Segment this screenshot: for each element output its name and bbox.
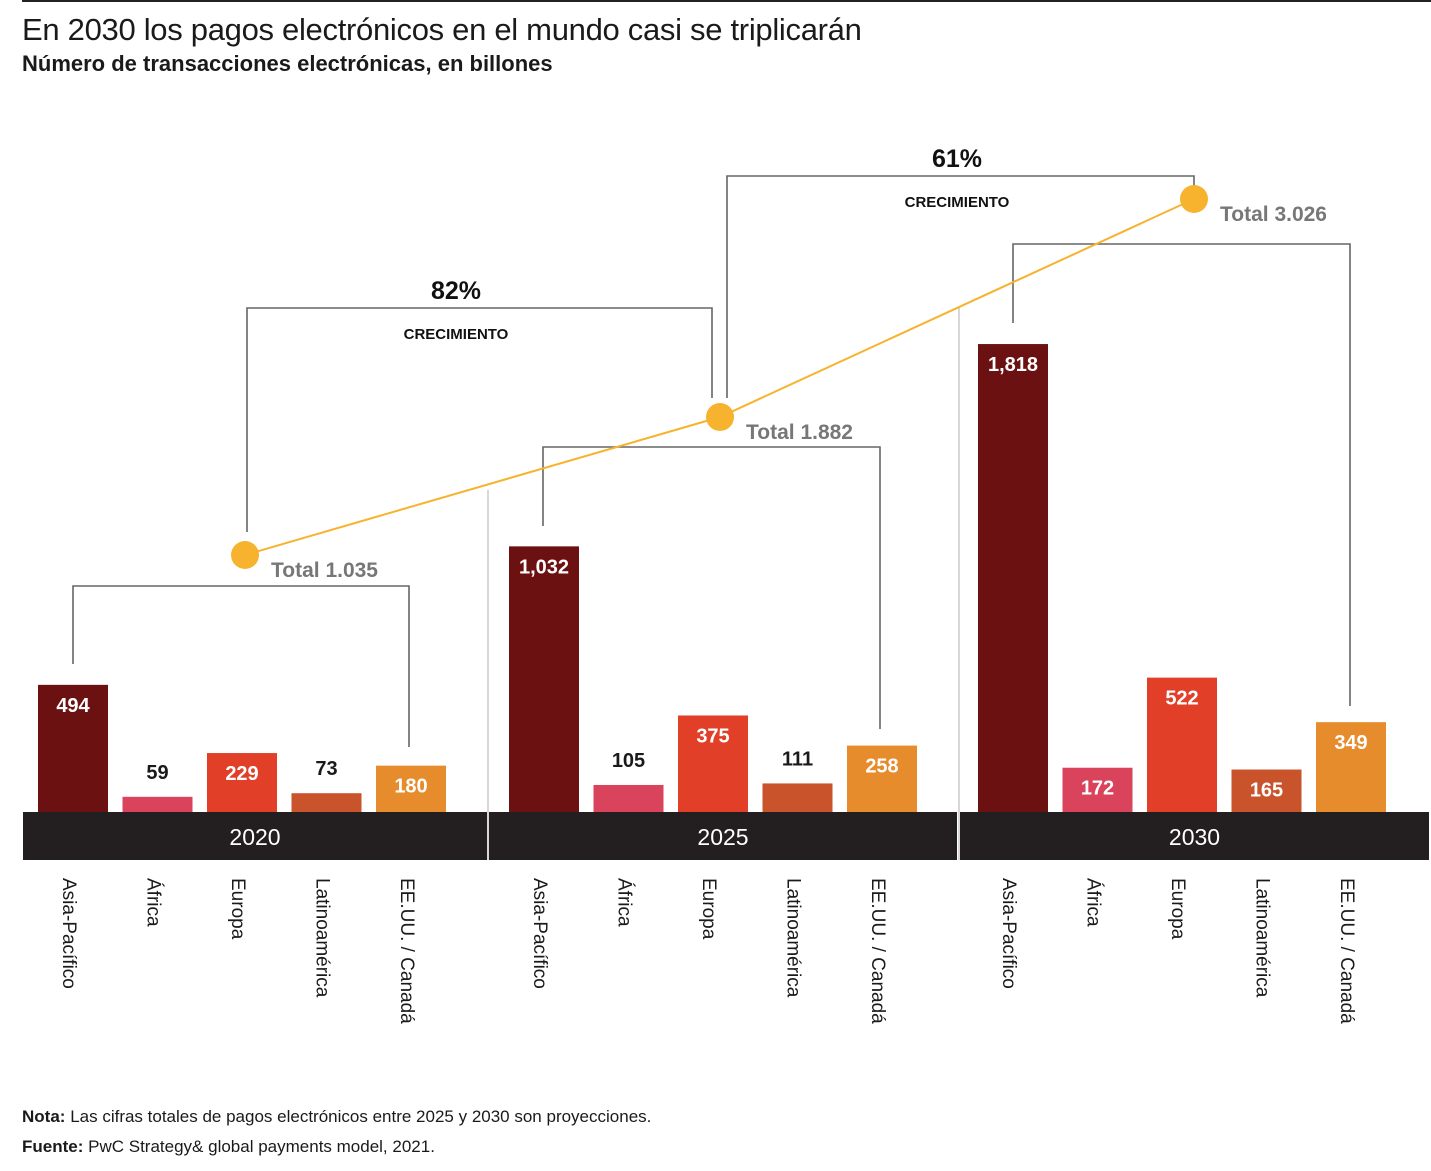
growth-bracket: [726, 175, 1195, 398]
category-label: Latinoamérica: [783, 878, 804, 998]
note-label: Nota:: [22, 1107, 66, 1126]
bar-value-label: 1,032: [519, 556, 569, 578]
source: Fuente: PwC Strategy& global payments mo…: [22, 1137, 435, 1157]
bar-value-label: 165: [1250, 780, 1283, 802]
year-band: [960, 812, 1429, 860]
category-label: Latinoamérica: [1252, 878, 1273, 998]
category-label: Asia-Pacífico: [529, 878, 550, 989]
source-text: PwC Strategy& global payments model, 202…: [88, 1137, 435, 1156]
bar-Asia-Pacífico: [509, 546, 579, 812]
category-label: EE.UU. / Canadá: [1336, 878, 1357, 1024]
category-label: EE.UU. / Canadá: [867, 878, 888, 1024]
bar-Latinoamérica: [762, 783, 833, 812]
chart-title: En 2030 los pagos electrónicos en el mun…: [22, 12, 862, 47]
note: Nota: Las cifras totales de pagos electr…: [22, 1107, 651, 1127]
total-dot: [231, 541, 259, 569]
bar-EE.UU. / Canadá: [1316, 722, 1386, 812]
bar-value-label: 494: [56, 695, 90, 717]
bar-África: [122, 796, 193, 812]
bar-value-label: 229: [225, 763, 258, 785]
total-trend-line: [244, 198, 1195, 556]
category-label: África: [1083, 878, 1104, 927]
category-label: Europa: [698, 878, 719, 940]
bar-value-label: 375: [696, 725, 729, 747]
year-label: 2025: [697, 824, 748, 850]
category-label: África: [143, 878, 164, 927]
bar-value-label: 522: [1165, 688, 1198, 710]
group-bracket: [542, 446, 881, 729]
bar-value-label: 73: [315, 758, 337, 780]
bar-value-label: 105: [612, 750, 645, 772]
top-rule: [22, 0, 1431, 2]
bar-value-label: 349: [1334, 732, 1367, 754]
category-label: Latinoamérica: [312, 878, 333, 998]
bar-Europa: [678, 715, 748, 812]
total-label: Total 3.026: [1220, 203, 1327, 226]
bar-Europa: [207, 753, 277, 812]
note-text: Las cifras totales de pagos electrónicos…: [70, 1107, 652, 1126]
group-bracket: [72, 585, 410, 747]
total-label: Total 1.035: [271, 559, 378, 582]
bar-value-label: 172: [1081, 778, 1114, 800]
category-label: Europa: [227, 878, 248, 940]
growth-percent: 82%: [431, 277, 481, 305]
bar-EE.UU. / Canadá: [376, 765, 446, 812]
bar-Latinoamérica: [1231, 769, 1302, 812]
category-label: Europa: [1167, 878, 1188, 940]
bar-value-label: 111: [782, 748, 813, 770]
bar-Asia-Pacífico: [38, 684, 108, 812]
bar-value-label: 180: [394, 776, 427, 798]
category-label: África: [614, 878, 635, 927]
growth-percent: 61%: [932, 145, 982, 173]
year-band: [23, 812, 487, 860]
bar-Asia-Pacífico: [978, 344, 1048, 812]
category-label: EE.UU. / Canadá: [396, 878, 417, 1024]
bar-value-label: 1,818: [988, 354, 1038, 376]
bar-EE.UU. / Canadá: [847, 745, 917, 812]
category-label: Asia-Pacífico: [58, 878, 79, 989]
bar-value-label: 59: [146, 762, 168, 784]
bar-value-label: 258: [865, 756, 898, 778]
year-band: [489, 812, 957, 860]
bar-África: [1062, 767, 1133, 812]
year-label: 2030: [1169, 824, 1220, 850]
bar-Europa: [1147, 677, 1217, 812]
category-label: Asia-Pacífico: [998, 878, 1019, 989]
growth-bracket: [246, 307, 713, 532]
total-dot: [706, 403, 734, 431]
group-bracket: [1012, 243, 1351, 706]
bar-Latinoamérica: [291, 793, 362, 812]
source-label: Fuente:: [22, 1137, 84, 1156]
growth-label: CRECIMIENTO: [905, 194, 1010, 211]
chart-subtitle: Número de transacciones electrónicas, en…: [22, 51, 553, 76]
growth-label: CRECIMIENTO: [404, 326, 509, 343]
total-dot: [1180, 185, 1208, 213]
bar-África: [593, 784, 664, 812]
total-label: Total 1.882: [746, 421, 853, 444]
year-label: 2020: [229, 824, 280, 850]
